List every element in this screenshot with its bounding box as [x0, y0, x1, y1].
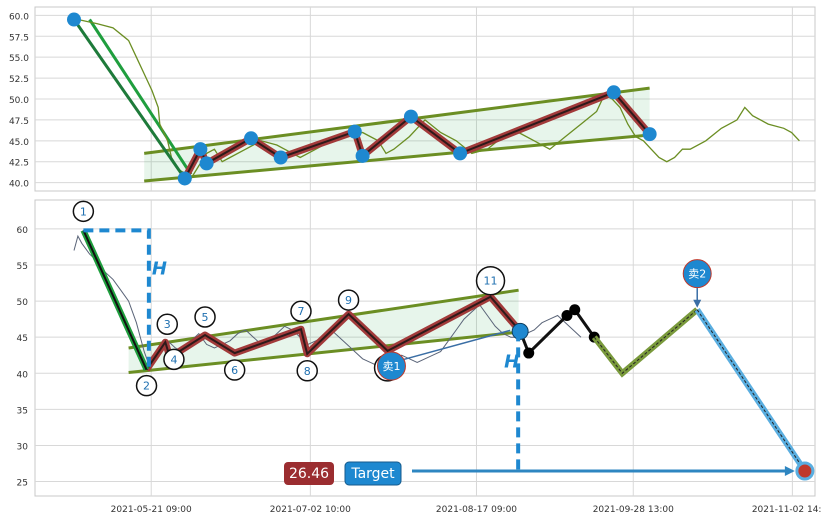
- wave-label-circle: [475, 265, 506, 296]
- overview-channel-lower: [144, 133, 650, 183]
- target-label-bg: [344, 461, 402, 486]
- overview-y-tick-label: 45.0: [9, 138, 29, 148]
- detail-y-tick-label: 35: [17, 406, 28, 416]
- overview-wave-point: [273, 150, 288, 165]
- overview-wave-point: [244, 131, 259, 146]
- overview-y-ticks: 60.0 57.5 55.0 52.5 50.0 47.5 45.0 42.5 40.0: [9, 12, 29, 189]
- wave-label-circle: [163, 348, 185, 371]
- target-arrow-head: [784, 466, 795, 477]
- detail-x-tick-label: 2021-09-28 13:00: [593, 505, 674, 515]
- wave-label-circle: [296, 360, 318, 382]
- detail-y-tick-label: 60: [17, 226, 29, 236]
- detail-x-tick-label: 2021-11-02 14:00: [752, 505, 822, 515]
- wave-label-text: 1: [80, 205, 87, 218]
- detail-y-tick-label: 25: [17, 479, 28, 489]
- wave-label-text: 7: [297, 305, 304, 318]
- wave-label-circle: [223, 359, 246, 381]
- wave-label-circle: [337, 289, 360, 311]
- detail-annotations: 1234567891011HH卖1卖2: [72, 200, 795, 477]
- sell2-label: 卖2: [688, 268, 706, 281]
- detail-y-tick-label: 45: [17, 334, 28, 344]
- target-value-bg: [284, 462, 334, 485]
- sell1-label: 卖1: [382, 360, 400, 373]
- target-value-text: 26.46: [289, 466, 329, 482]
- projection-black-point: [523, 347, 535, 359]
- wave-label-text: 4: [170, 353, 177, 366]
- sell1-marker: [376, 351, 406, 381]
- overview-y-tick-label: 50.0: [9, 96, 29, 106]
- wave-label-circle: [72, 200, 95, 223]
- overview-wave-point: [453, 146, 468, 161]
- wave-label-text: 5: [202, 311, 209, 324]
- detail-y-tick-label: 55: [17, 262, 28, 272]
- overview-wave-point: [642, 127, 657, 142]
- sell2-marker: [682, 259, 712, 289]
- projection-black-point: [569, 304, 581, 316]
- h-label-first: H: [152, 258, 167, 279]
- overview-channel-fill: [144, 88, 650, 181]
- projection-blue-dash: [696, 309, 806, 472]
- detail-channel-lower: [128, 330, 519, 374]
- overview-y-tick-label: 42.5: [9, 159, 29, 169]
- detail-x-tick-label: 2021-07-02 10:00: [270, 505, 351, 515]
- detail-x-tick-label: 2021-05-21 09:00: [111, 505, 192, 515]
- overview-wave: [67, 12, 657, 186]
- sell2-arrow-head: [693, 299, 702, 308]
- wave-label-text: 2: [143, 380, 150, 393]
- wave-label-circle: [290, 300, 312, 322]
- target-point: [795, 461, 815, 481]
- overview-grid: [35, 7, 815, 191]
- overview-panel: 60.0 57.5 55.0 52.5 50.0 47.5 45.0 42.5 40.0: [9, 6, 816, 192]
- overview-wave-point: [403, 109, 418, 124]
- wave-label-text: 11: [484, 275, 498, 288]
- overview-y-tick-label: 47.5: [9, 117, 29, 127]
- overview-y-tick-label: 40.0: [9, 180, 29, 190]
- detail-projection: [518, 304, 815, 481]
- overview-y-tick-label: 55.0: [9, 54, 29, 64]
- overview-wave-point: [606, 85, 621, 100]
- overview-y-tick-label: 60.0: [9, 12, 29, 22]
- overview-wave-point: [199, 156, 214, 171]
- detail-y-tick-label: 50: [17, 298, 29, 308]
- target-label-text: Target: [350, 466, 395, 482]
- target-value-box: 26.46: [284, 462, 334, 485]
- wave-label-text: 9: [345, 294, 352, 307]
- wave-label-circle: [135, 374, 158, 397]
- h-label-second: H: [504, 351, 519, 372]
- detail-x-ticks: 2021-05-21 09:00 2021-07-02 10:00 2021-08-…: [111, 505, 822, 515]
- wave-label-text: 8: [304, 365, 311, 378]
- detail-y-tick-label: 30: [17, 442, 29, 452]
- detail-wave-drop: [82, 229, 148, 371]
- sell1-arrow-line: [401, 329, 511, 361]
- overview-wave-point: [347, 124, 362, 139]
- detail-y-tick-label: 40: [17, 370, 29, 380]
- overview-wave-drop: [72, 18, 187, 180]
- projection-black-point: [561, 310, 573, 322]
- wave-label-circle: [156, 313, 179, 335]
- target-label-box: Target: [344, 461, 402, 486]
- overview-wave-point: [177, 171, 192, 186]
- overview-channel-upper: [144, 86, 650, 155]
- overview-y-tick-label: 57.5: [9, 33, 29, 43]
- detail-y-ticks: 60 55 50 45 40 35 30 25: [17, 226, 29, 489]
- overview-y-tick-label: 52.5: [9, 75, 29, 85]
- h-bracket-first: [83, 228, 151, 370]
- overview-drop-line: [88, 18, 193, 176]
- wave-label-circle: [194, 306, 216, 328]
- overview-wave-point: [67, 12, 81, 27]
- projection-green-dash: [593, 309, 698, 375]
- overview-channel: [88, 18, 650, 183]
- overview-wave-point: [355, 148, 370, 163]
- wave-label-text: 3: [164, 318, 171, 331]
- overview-wave-point: [193, 142, 208, 157]
- wave-label-text: 6: [231, 364, 238, 377]
- detail-x-tick-label: 2021-08-17 09:00: [436, 505, 517, 515]
